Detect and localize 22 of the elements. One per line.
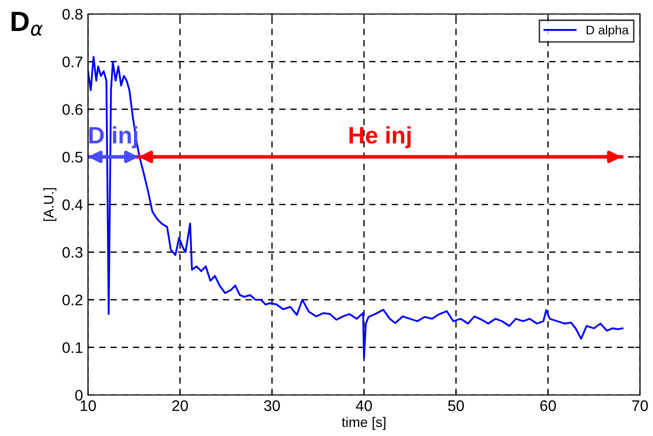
y-tick-label: 0 (75, 390, 83, 401)
y-tick-label: 0.3 (62, 246, 82, 258)
y-tick-label: 0.1 (62, 342, 82, 354)
x-tick-label: 60 (540, 400, 556, 412)
legend-label: D alpha (586, 25, 629, 37)
y-tick-label: 0.7 (62, 56, 82, 68)
y-axis-title: [A.U.] (43, 188, 56, 221)
chart-title: D$_{α}$ (12, 12, 43, 36)
y-tick-label: 0.8 (62, 8, 82, 20)
x-tick-label: 40 (356, 400, 372, 412)
y-tick-label: 0.2 (62, 294, 82, 306)
annotation: He inj (350, 126, 411, 148)
x-tick-label: 30 (264, 400, 280, 412)
line-series (88, 56, 624, 359)
y-tick-label: 0.5 (62, 152, 82, 163)
x-tick-label: 50 (448, 400, 464, 412)
x-tick-label: 10 (80, 400, 96, 412)
y-tick-label: 0.4 (62, 199, 83, 210)
y-tick-label: 0.6 (62, 104, 82, 115)
x-axis-title: time [s] (342, 416, 386, 430)
x-tick-label: 20 (172, 400, 188, 412)
x-tick-label: 70 (632, 400, 648, 412)
